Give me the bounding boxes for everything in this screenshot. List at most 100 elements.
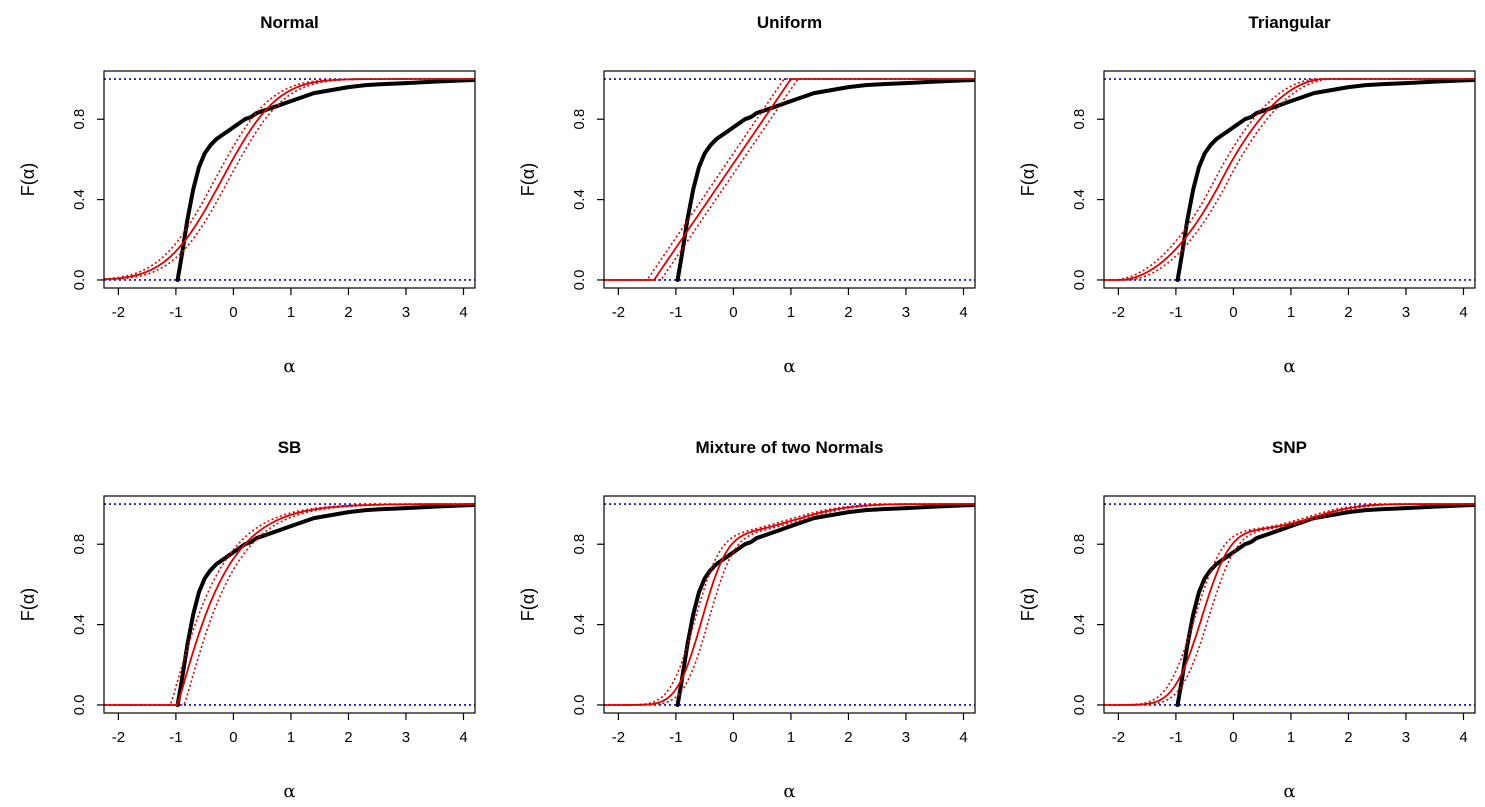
y-tick-label: 0.0 xyxy=(1071,270,1088,291)
x-tick-label: -2 xyxy=(112,304,125,321)
panel-title: SB xyxy=(278,438,302,457)
panel-title: Uniform xyxy=(757,13,822,32)
y-tick-label: 0.4 xyxy=(1071,189,1088,210)
empirical-cdf-line xyxy=(1175,503,1475,707)
x-tick-label: 4 xyxy=(459,304,467,321)
y-axis-label: F(α) xyxy=(1018,588,1038,621)
x-tick-label: 1 xyxy=(787,304,795,321)
x-axis-label: α xyxy=(783,781,795,802)
y-tick-label: 0.4 xyxy=(71,189,88,210)
y-axis-label: F(α) xyxy=(18,588,38,621)
confidence-band-line xyxy=(1104,503,1475,706)
y-tick-label: 0.4 xyxy=(71,614,88,635)
x-tick-label: -1 xyxy=(169,304,182,321)
panel-title: Normal xyxy=(260,13,319,32)
panel-4: Mixture of two Normals -2 -1 0 1 2 3 4 0.0 0.4 0.8… xyxy=(518,438,976,802)
x-tick-label: 4 xyxy=(1459,304,1467,321)
x-tick-label: 0 xyxy=(1229,304,1237,321)
x-tick-label: 2 xyxy=(1344,304,1352,321)
x-tick-label: -1 xyxy=(1169,304,1182,321)
x-tick-label: 3 xyxy=(1402,304,1410,321)
y-axis-label: F(α) xyxy=(518,588,538,621)
panel-0: Normal -2 -1 0 1 2 3 4 0.0 0.4 0.8 α F(α) xyxy=(18,13,476,377)
fitted-cdf-line xyxy=(604,78,975,281)
x-tick-label: 0 xyxy=(229,304,237,321)
y-axis-label: F(α) xyxy=(18,163,38,196)
x-tick-label: 1 xyxy=(787,729,795,746)
confidence-band-line xyxy=(604,78,975,281)
y-tick-label: 0.0 xyxy=(1071,695,1088,716)
y-tick-label: 0.0 xyxy=(571,270,588,291)
panel-title: SNP xyxy=(1272,438,1307,457)
x-tick-label: -2 xyxy=(1112,729,1125,746)
y-tick-label: 0.8 xyxy=(71,534,88,555)
confidence-band-line xyxy=(1104,503,1475,706)
x-tick-label: -2 xyxy=(1112,304,1125,321)
panel-2: Triangular -2 -1 0 1 2 3 4 0.0 0.4 0.8 α F(α) xyxy=(1018,13,1476,377)
y-tick-label: 0.4 xyxy=(571,189,588,210)
x-axis-label: α xyxy=(283,781,295,802)
x-axis-label: α xyxy=(1283,356,1295,377)
x-tick-label: 2 xyxy=(344,304,352,321)
x-tick-label: -2 xyxy=(112,729,125,746)
confidence-band-line xyxy=(104,503,475,706)
x-tick-label: 1 xyxy=(287,304,295,321)
x-axis-label: α xyxy=(283,356,295,377)
confidence-band-line xyxy=(604,503,975,706)
y-tick-label: 0.8 xyxy=(571,534,588,555)
y-tick-label: 0.0 xyxy=(71,695,88,716)
empirical-cdf-line xyxy=(1175,78,1475,282)
y-tick-label: 0.4 xyxy=(571,614,588,635)
panel-title: Mixture of two Normals xyxy=(696,438,884,457)
x-tick-label: 3 xyxy=(902,304,910,321)
x-tick-label: -1 xyxy=(1169,729,1182,746)
x-tick-label: -1 xyxy=(169,729,182,746)
y-tick-label: 0.8 xyxy=(1071,109,1088,130)
x-tick-label: 4 xyxy=(959,304,967,321)
confidence-band-line xyxy=(1104,78,1475,281)
x-tick-label: 0 xyxy=(229,729,237,746)
x-tick-label: 3 xyxy=(1402,729,1410,746)
x-tick-label: 0 xyxy=(729,304,737,321)
panel-5: SNP -2 -1 0 1 2 3 4 0.0 0.4 0.8 α F(α) xyxy=(1018,438,1476,802)
empirical-cdf-line xyxy=(675,503,975,707)
x-tick-label: 2 xyxy=(344,729,352,746)
plot-frame xyxy=(603,495,976,714)
fitted-cdf-line xyxy=(604,503,975,706)
x-tick-label: -2 xyxy=(612,304,625,321)
y-tick-label: 0.8 xyxy=(71,109,88,130)
y-tick-label: 0.8 xyxy=(1071,534,1088,555)
plot-frame xyxy=(103,70,476,289)
empirical-cdf-line xyxy=(675,78,975,282)
x-tick-label: 3 xyxy=(402,729,410,746)
x-tick-label: 4 xyxy=(1459,729,1467,746)
x-tick-label: -1 xyxy=(669,729,682,746)
panel-title: Triangular xyxy=(1248,13,1331,32)
x-tick-label: 3 xyxy=(902,729,910,746)
y-tick-label: 0.0 xyxy=(71,270,88,291)
y-tick-label: 0.0 xyxy=(571,695,588,716)
x-tick-label: 3 xyxy=(402,304,410,321)
x-tick-label: -2 xyxy=(612,729,625,746)
confidence-band-line xyxy=(104,78,475,280)
confidence-band-line xyxy=(604,78,975,281)
x-axis-label: α xyxy=(783,356,795,377)
empirical-cdf-line xyxy=(175,503,475,707)
confidence-band-line xyxy=(1104,78,1475,281)
x-tick-label: 1 xyxy=(287,729,295,746)
x-tick-label: 2 xyxy=(844,304,852,321)
x-tick-label: 4 xyxy=(459,729,467,746)
x-tick-label: 2 xyxy=(844,729,852,746)
y-axis-label: F(α) xyxy=(518,163,538,196)
x-tick-label: 1 xyxy=(1287,304,1295,321)
x-axis-label: α xyxy=(1283,781,1295,802)
x-tick-label: 2 xyxy=(1344,729,1352,746)
y-axis-label: F(α) xyxy=(1018,163,1038,196)
x-tick-label: -1 xyxy=(669,304,682,321)
plot-frame xyxy=(103,495,476,714)
plot-frame xyxy=(1103,495,1476,714)
y-tick-label: 0.4 xyxy=(1071,614,1088,635)
confidence-band-line xyxy=(604,503,975,706)
confidence-band-line xyxy=(104,503,475,706)
